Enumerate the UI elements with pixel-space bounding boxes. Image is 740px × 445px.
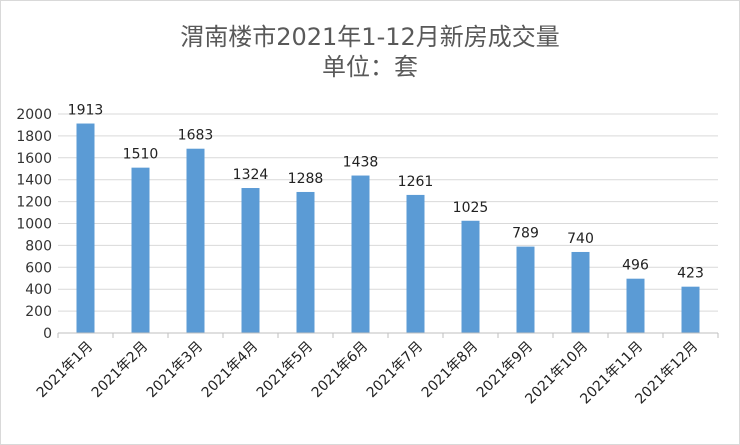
bar: [131, 167, 150, 333]
data-label: 1913: [68, 103, 104, 119]
data-label: 1261: [398, 174, 434, 190]
bar: [76, 123, 95, 334]
data-label: 1288: [288, 171, 324, 187]
chart-subtitle: 单位：套: [322, 53, 418, 81]
y-tick-label: 0: [43, 326, 52, 342]
bar: [241, 188, 260, 333]
x-tick-label: 2021年1月: [34, 339, 97, 402]
bar: [406, 194, 425, 333]
bar: [351, 175, 370, 333]
bar: [626, 278, 645, 333]
data-label: 789: [512, 226, 539, 242]
y-axis: 0 200 400 600 800 1000 1200 1400 1600 1800 2000: [16, 107, 52, 342]
data-label: 1324: [233, 167, 269, 183]
x-tick-label: 2021年5月: [254, 339, 317, 402]
y-tick-label: 600: [25, 260, 52, 276]
bar: [681, 286, 700, 333]
data-label: 1438: [343, 155, 379, 171]
y-tick-label: 1400: [16, 173, 52, 189]
x-tick-label: 2021年8月: [419, 339, 482, 402]
data-label: 1025: [453, 200, 489, 216]
y-tick-label: 800: [25, 238, 52, 254]
y-tick-label: 400: [25, 282, 52, 298]
x-axis: 2021年1月2021年2月2021年3月2021年4月2021年5月2021年…: [34, 332, 719, 407]
x-tick-label: 2021年2月: [89, 339, 152, 402]
x-tick-label: 2021年4月: [199, 339, 262, 402]
x-tick-label: 2021年3月: [144, 339, 207, 402]
data-label: 496: [622, 258, 649, 274]
x-tick-label: 2021年7月: [364, 339, 427, 402]
data-label: 1683: [178, 128, 214, 144]
bars: [76, 123, 700, 334]
bar: [571, 251, 590, 333]
y-tick-label: 1000: [16, 217, 52, 233]
data-labels: 1913 1510 1683 1324 1288 1438 1261 1025 789 740 49…: [68, 103, 704, 282]
bar: [186, 148, 205, 333]
y-tick-label: 1600: [16, 151, 52, 167]
y-tick-label: 1200: [16, 195, 52, 211]
y-tick-label: 1800: [16, 129, 52, 145]
data-label: 740: [567, 231, 594, 247]
chart-title: 渭南楼市2021年1-12月新房成交量: [180, 23, 560, 51]
x-tick-label: 2021年6月: [309, 339, 372, 402]
data-label: 423: [677, 266, 704, 282]
data-label: 1510: [123, 147, 159, 163]
y-tick-label: 2000: [16, 107, 52, 123]
bar: [516, 246, 535, 333]
bar: [296, 191, 315, 333]
bar: [461, 220, 480, 333]
y-tick-label: 200: [25, 304, 52, 320]
